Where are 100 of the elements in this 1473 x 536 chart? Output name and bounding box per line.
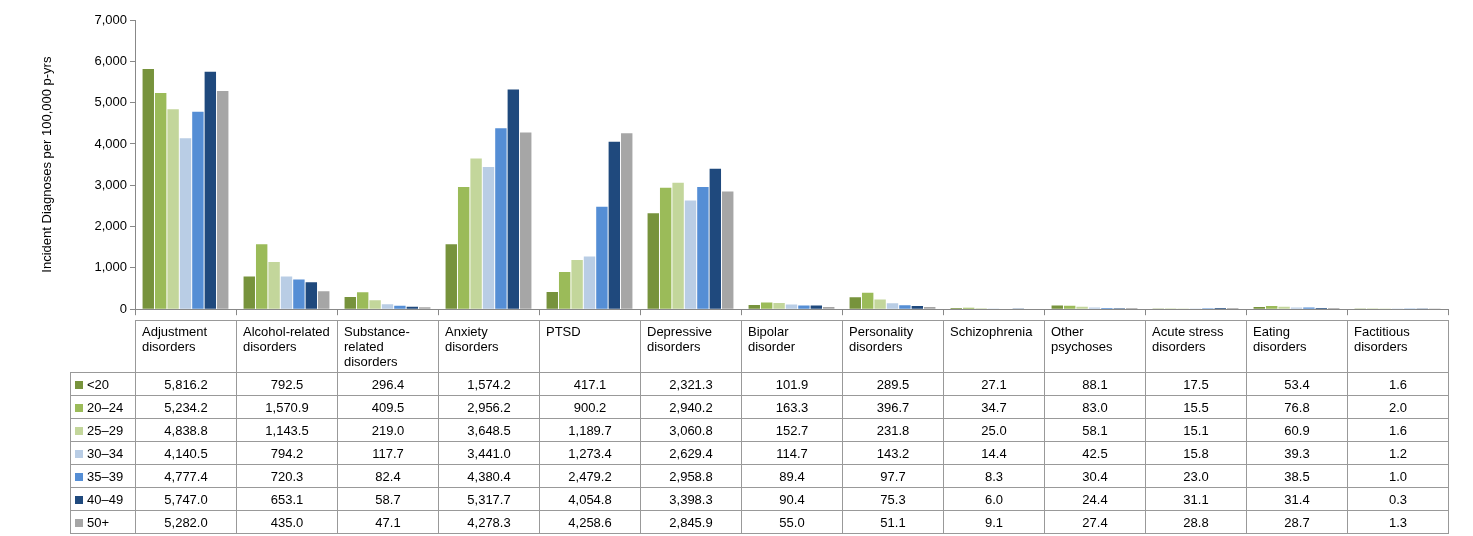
- data-label: 38.5: [1246, 464, 1348, 488]
- data-label: 163.3: [741, 395, 843, 419]
- data-label: 4,777.4: [135, 464, 237, 488]
- data-label: 5,816.2: [135, 372, 237, 396]
- data-label: 58.7: [337, 487, 439, 511]
- data-label: 4,838.8: [135, 418, 237, 442]
- legend-label: 35–39: [70, 464, 136, 488]
- y-tick-label: 6,000: [94, 52, 127, 68]
- data-label: 4,054.8: [539, 487, 641, 511]
- y-tick-label: 4,000: [94, 135, 127, 151]
- data-label: 53.4: [1246, 372, 1348, 396]
- data-label: 653.1: [236, 487, 338, 511]
- x-tick-label: Acute stress disorders: [1145, 320, 1247, 373]
- data-label: 75.3: [842, 487, 944, 511]
- data-label: 1.2: [1347, 441, 1449, 465]
- data-label: 2,629.4: [640, 441, 742, 465]
- data-label: 289.5: [842, 372, 944, 396]
- y-tick-label: 3,000: [94, 176, 127, 192]
- y-tick-label: 7,000: [94, 11, 127, 27]
- data-label: 4,258.6: [539, 510, 641, 534]
- data-label: 31.1: [1145, 487, 1247, 511]
- data-label: 3,648.5: [438, 418, 540, 442]
- data-label: 83.0: [1044, 395, 1146, 419]
- data-label: 1,189.7: [539, 418, 641, 442]
- data-label: 15.1: [1145, 418, 1247, 442]
- data-label: 6.0: [943, 487, 1045, 511]
- x-tick-label: Anxiety disorders: [438, 320, 540, 373]
- data-label: 58.1: [1044, 418, 1146, 442]
- x-tick-label: Alcohol-related disorders: [236, 320, 338, 373]
- data-label: 1,574.2: [438, 372, 540, 396]
- data-label: 28.7: [1246, 510, 1348, 534]
- data-label: 2,321.3: [640, 372, 742, 396]
- data-label: 2,958.8: [640, 464, 742, 488]
- data-label: 1,570.9: [236, 395, 338, 419]
- data-label: 24.4: [1044, 487, 1146, 511]
- data-label: 1.0: [1347, 464, 1449, 488]
- data-label: 417.1: [539, 372, 641, 396]
- x-tick-label: Bipolar disorder: [741, 320, 843, 373]
- y-tick-label: 5,000: [94, 94, 127, 110]
- data-label: 5,234.2: [135, 395, 237, 419]
- x-tick-label: Schizophrenia: [943, 320, 1045, 373]
- data-label: 3,441.0: [438, 441, 540, 465]
- data-label: 1,273.4: [539, 441, 641, 465]
- data-label: 2,940.2: [640, 395, 742, 419]
- data-label: 4,140.5: [135, 441, 237, 465]
- data-label: 1.6: [1347, 418, 1449, 442]
- data-label: 900.2: [539, 395, 641, 419]
- y-axis-title: Incident Diagnoses per 100,000 p-yrs: [39, 56, 55, 273]
- legend-label: 20–24: [70, 395, 136, 419]
- legend-label: 30–34: [70, 441, 136, 465]
- data-label: 42.5: [1044, 441, 1146, 465]
- y-tick-label: 1,000: [94, 259, 127, 275]
- data-label: 3,060.8: [640, 418, 742, 442]
- data-label: 117.7: [337, 441, 439, 465]
- data-label: 0.3: [1347, 487, 1449, 511]
- x-tick-label: Adjustment disorders: [135, 320, 237, 373]
- x-tick-label: Other psychoses: [1044, 320, 1146, 373]
- data-label: 4,278.3: [438, 510, 540, 534]
- data-label: 27.1: [943, 372, 1045, 396]
- data-label: 396.7: [842, 395, 944, 419]
- data-label: 5,747.0: [135, 487, 237, 511]
- data-label: 219.0: [337, 418, 439, 442]
- data-label: 89.4: [741, 464, 843, 488]
- data-label: 2,956.2: [438, 395, 540, 419]
- data-label: 792.5: [236, 372, 338, 396]
- data-label: 27.4: [1044, 510, 1146, 534]
- data-label: 15.5: [1145, 395, 1247, 419]
- data-label: 55.0: [741, 510, 843, 534]
- data-label: 97.7: [842, 464, 944, 488]
- x-tick-label: Factitious disorders: [1347, 320, 1449, 373]
- legend-label: 40–49: [70, 487, 136, 511]
- data-label: 30.4: [1044, 464, 1146, 488]
- x-tick-label: Personality disorders: [842, 320, 944, 373]
- data-label: 101.9: [741, 372, 843, 396]
- data-label: 31.4: [1246, 487, 1348, 511]
- data-label: 47.1: [337, 510, 439, 534]
- y-tick-label: 2,000: [94, 218, 127, 234]
- data-label: 60.9: [1246, 418, 1348, 442]
- data-label: 76.8: [1246, 395, 1348, 419]
- data-label: 90.4: [741, 487, 843, 511]
- legend-label: 50+: [70, 510, 136, 534]
- data-label: 3,398.3: [640, 487, 742, 511]
- x-tick-label: Eating disorders: [1246, 320, 1348, 373]
- data-label: 2.0: [1347, 395, 1449, 419]
- data-label: 152.7: [741, 418, 843, 442]
- data-label: 9.1: [943, 510, 1045, 534]
- data-label: 5,317.7: [438, 487, 540, 511]
- data-label: 296.4: [337, 372, 439, 396]
- data-label: 409.5: [337, 395, 439, 419]
- data-label: 25.0: [943, 418, 1045, 442]
- data-label: 2,845.9: [640, 510, 742, 534]
- data-label: 1,143.5: [236, 418, 338, 442]
- data-label: 51.1: [842, 510, 944, 534]
- data-label: 231.8: [842, 418, 944, 442]
- data-label: 143.2: [842, 441, 944, 465]
- data-label: 39.3: [1246, 441, 1348, 465]
- data-label: 8.3: [943, 464, 1045, 488]
- data-label: 794.2: [236, 441, 338, 465]
- data-label: 1.3: [1347, 510, 1449, 534]
- x-tick-label: PTSD: [539, 320, 641, 373]
